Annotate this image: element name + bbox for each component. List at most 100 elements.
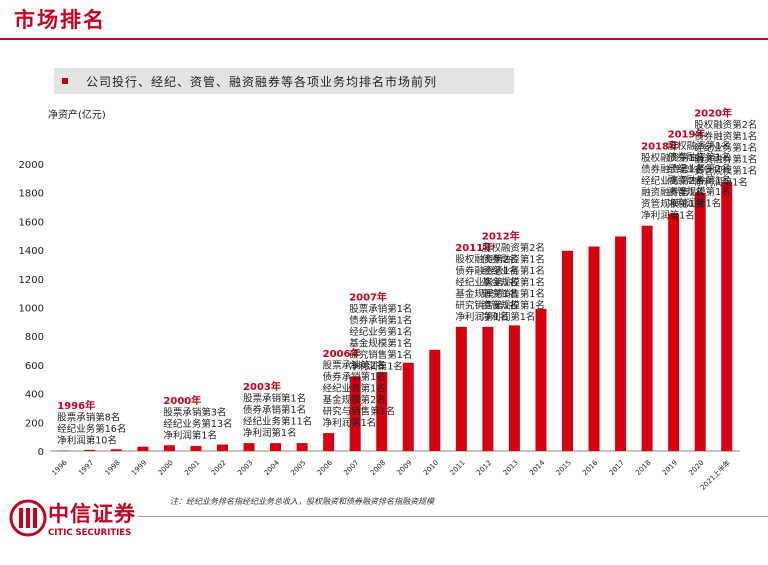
annotation-line: 研究销售第1名 [455,299,518,311]
bar [508,325,520,451]
annotation-line: 债券融资第1名 [455,265,518,277]
bar [243,443,255,451]
annotation-line: 股票承销第1名 [349,303,412,315]
bar [402,362,414,451]
citic-logo-icon [9,499,47,537]
x-tick-label: 2002 [210,459,228,477]
bar [694,192,706,451]
net-assets-bar-chart: 净资产(亿元) 0 200 400 600 800 1000 1200 1400 1600 1800… [19,107,758,492]
annotation-line: 股权融资第1名 [641,152,704,164]
y-tick-label: 1200 [19,275,44,286]
bar [668,213,680,451]
y-tick-label: 800 [25,332,44,343]
annotation-line: 基金规模第1名 [482,276,545,288]
annotation-line: 股票承销第3名 [163,406,226,418]
bar [615,236,627,451]
annotation-line: 经纪业务第1名 [455,276,518,288]
x-tick-label: 2014 [528,458,547,477]
annotation-line: 债券承销第1名 [323,371,386,383]
bar [110,449,122,451]
annotation-year: 2011年 [455,241,493,254]
annotation-line: 债券融资第1名 [694,131,757,143]
x-tick-label: 2007 [342,459,360,477]
annotation-line: 股票承销第2名 [323,360,386,372]
annotation-line: 净利润第1名 [243,427,297,439]
bar [429,349,441,451]
x-tick-label: 2017 [608,459,626,477]
annotation-line: 净利润第1名 [323,417,377,429]
x-tick-label: 2013 [502,459,520,477]
bar [349,376,361,451]
bar [721,181,733,451]
x-tick-label: 2011 [448,459,466,477]
annotation-line: 净利润第1名 [455,311,509,323]
x-tick-label: 2008 [369,459,387,477]
bar [562,250,573,451]
annotation-line: 资管规模第1名 [668,186,731,198]
annotation-line: 净利润第1名 [349,360,403,372]
annotation-year: 1996年 [57,399,95,412]
x-tick-label: 1999 [130,459,148,477]
x-tick-label: 2020 [687,459,705,477]
annotation-line: 基金规模第1名 [349,337,412,349]
bullet-icon [62,78,68,84]
annotation-line: 资管规模第1名 [641,198,704,210]
bar [323,433,335,451]
annotation-line: 经纪业务第1名 [323,383,386,395]
title-divider [0,38,768,40]
bar [84,449,96,451]
annotation-line: 股权融资第1名 [668,140,731,152]
x-tick-label: 1997 [77,459,95,477]
annotation-line: 经纪业务第16名 [57,423,126,435]
bar [270,443,282,451]
bar [535,308,547,451]
annotation-line: 净利润第1名 [482,311,536,323]
x-tick-label: 2001 [183,459,201,477]
y-tick-label: 1800 [19,189,44,200]
annotation-year: 2003年 [243,380,281,393]
x-tick-label: 2012 [475,459,493,477]
annotation-line: 债券融资第1名 [482,253,545,265]
bar [190,445,202,451]
footer-divider [138,516,768,517]
annotation-line: 债券融资第1名 [668,152,731,164]
bar [163,445,175,451]
annotation-line: 研究销售第1名 [349,349,412,361]
page-title: 市场排名 [14,7,106,32]
annotation-line: 基金规模第1名 [455,288,518,300]
y-tick-label: 600 [25,361,44,372]
y-axis-title: 净资产(亿元) [48,108,106,121]
annotation-line: 经纪业务第13名 [163,418,232,430]
annotation-line: 经纪业务第2名 [641,175,704,187]
y-tick-label: 1600 [19,217,44,228]
annotation-year: 2018年 [641,140,679,153]
annotation-line: 净利润第1名 [694,177,748,189]
x-tick-label: 2003 [236,459,254,477]
bar [57,450,69,452]
annotation-line: 融资融券第1名 [668,175,731,187]
x-tick-label: 1996 [50,458,69,477]
annotation-line: 经纪业务第11名 [243,416,312,428]
bar [296,443,308,451]
summary-banner: 公司投行、经纪、资管、融资融券等各项业务均排名市场前列 [54,68,514,94]
annotation-line: 基金规模第2名 [323,394,386,406]
x-tick-label: 2006 [316,458,335,477]
annotation-line: 净利润第1名 [641,210,695,222]
annotation-year: 2000年 [163,394,201,407]
annotation-line: 经纪业务第1名 [482,265,545,277]
x-tick-label: 2016 [581,458,600,477]
annotation-line: 研究与销售第1名 [323,406,396,418]
annotation-line: 债券融资第1名 [641,164,704,176]
bar [482,326,494,451]
annotation-line: 经纪业务第1名 [694,142,757,154]
bar [376,372,388,451]
bar [641,225,653,451]
y-tick-label: 1400 [19,246,44,257]
y-tick-label: 200 [25,418,44,429]
bar [455,326,467,451]
x-tick-label: 2004 [263,458,282,477]
annotation-line: 资管规模第1名 [482,299,545,311]
annotation-year: 2020年 [694,107,732,120]
annotation-year: 2007年 [349,290,387,303]
x-tick-label: 2009 [395,459,413,477]
